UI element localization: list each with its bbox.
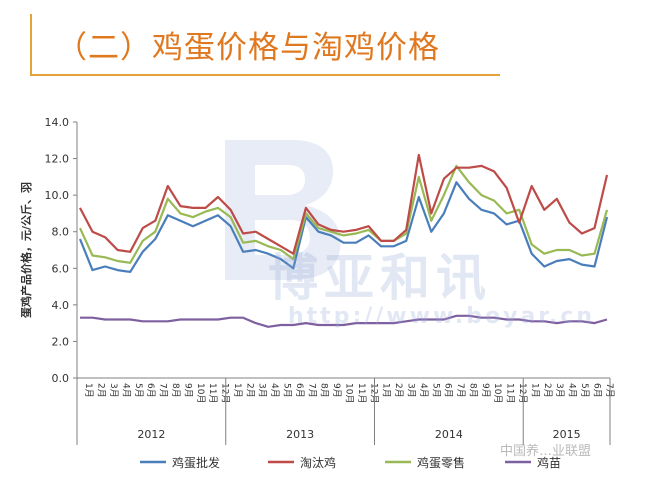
x-month-label: 1月 [381,383,392,398]
x-month-label: 9月 [182,383,193,398]
x-month-label: 11月 [505,383,516,403]
x-year-label: 2013 [286,428,314,441]
x-month-label: 10月 [344,383,355,403]
x-month-label: 1月 [232,383,243,398]
watermark-url: http://www.boyar.cn [288,304,596,329]
x-month-label: 7月 [604,383,615,398]
x-month-label: 3月 [108,383,119,398]
legend-label: 鸡苗 [537,455,561,470]
x-month-label: 6月 [591,383,602,398]
x-year-label: 2015 [553,428,581,441]
y-tick-label: 12.0 [45,153,70,166]
x-month-label: 7月 [158,383,169,398]
x-month-label: 10月 [492,383,503,403]
x-month-label: 6月 [443,383,454,398]
legend-label: 鸡蛋批发 [172,455,220,470]
watermark-logo [225,140,341,280]
x-month-label: 6月 [145,383,156,398]
y-axis-label: 蛋鸡产品价格，元/公斤、羽 [19,182,33,318]
y-tick-label: 14.0 [45,116,70,129]
x-month-label: 4月 [120,383,131,398]
x-month-label: 9月 [480,383,491,398]
x-month-label: 1月 [83,383,94,398]
x-month-label: 1月 [529,383,540,398]
x-month-label: 2月 [96,383,107,398]
series-line [79,153,609,255]
x-month-label: 3月 [554,383,565,398]
legend-label: 淘汰鸡 [300,455,336,470]
x-month-label: 5月 [133,383,144,398]
x-month-label: 4月 [269,383,280,398]
x-month-label: 7月 [306,383,317,398]
x-month-label: 12月 [368,383,379,403]
x-month-label: 10月 [195,383,206,403]
x-month-label: 5月 [430,383,441,398]
watermark-text: 博亚和讯 [268,249,492,307]
y-tick-label: 4.0 [52,299,70,312]
x-month-label: 12月 [517,383,528,403]
page-title: （二）鸡蛋价格与淘鸡价格 [56,30,440,66]
title-area: （二）鸡蛋价格与淘鸡价格 [0,0,665,85]
x-year-label: 2014 [435,428,463,441]
x-month-label: 11月 [356,383,367,403]
y-tick-label: 6.0 [52,262,70,275]
x-month-label: 11月 [207,383,218,403]
y-tick-label: 0.0 [52,372,70,385]
x-month-label: 8月 [170,383,181,398]
y-tick-label: 2.0 [52,335,70,348]
x-month-label: 5月 [282,383,293,398]
x-month-label: 2月 [542,383,553,398]
footer-watermark: 中国养…业联盟 [500,444,592,459]
x-year-label: 2012 [137,428,165,441]
x-month-label: 4月 [567,383,578,398]
title-accent-line [30,14,32,76]
x-month-label: 3月 [257,383,268,398]
title-underline [30,74,500,76]
series-line [78,164,609,264]
x-month-label: 8月 [319,383,330,398]
x-month-label: 4月 [418,383,429,398]
x-month-label: 5月 [579,383,590,398]
legend-label: 鸡蛋零售 [417,455,465,470]
x-month-label: 9月 [331,383,342,398]
x-month-label: 7月 [455,383,466,398]
x-month-label: 2月 [393,383,404,398]
x-month-label: 3月 [405,383,416,398]
y-tick-label: 8.0 [52,226,70,239]
x-month-label: 12月 [220,383,231,403]
x-month-label: 8月 [467,383,478,398]
x-month-label: 2月 [244,383,255,398]
y-tick-label: 10.0 [45,189,70,202]
x-month-label: 6月 [294,383,305,398]
series-line [80,314,608,328]
